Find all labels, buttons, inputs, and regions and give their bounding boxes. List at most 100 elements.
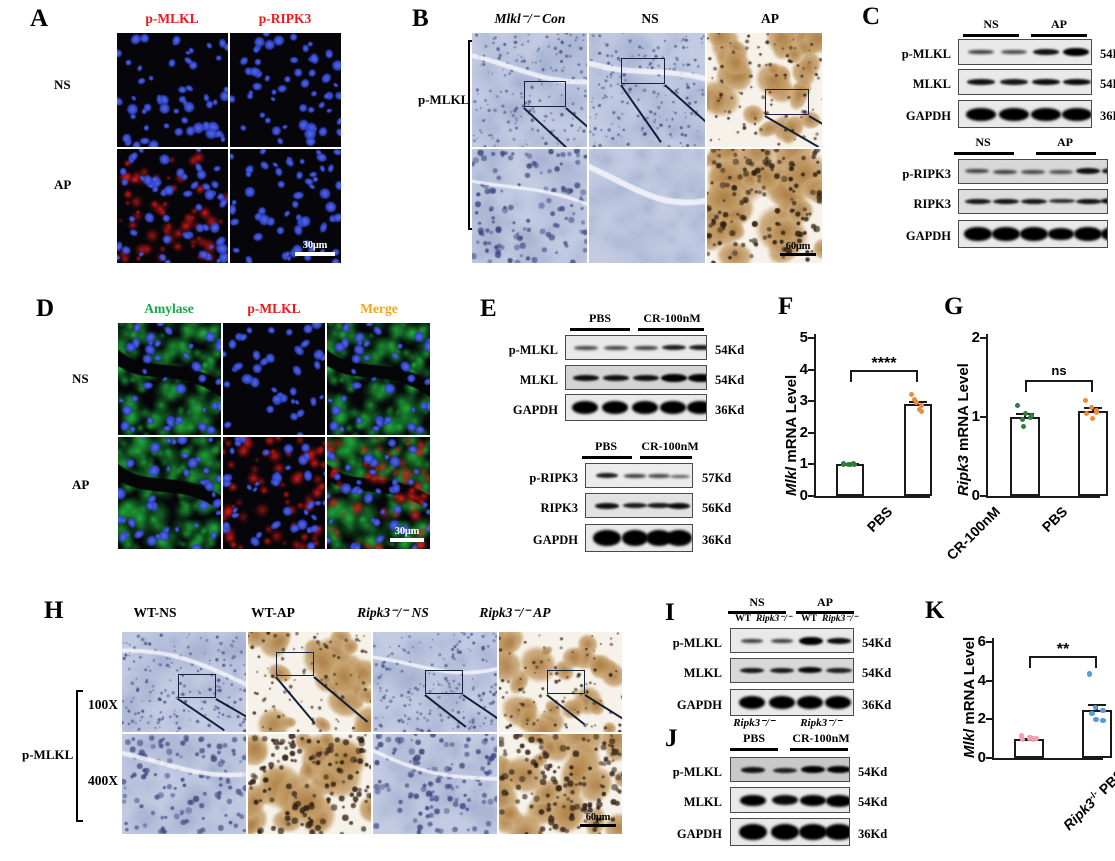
data-point bbox=[913, 400, 919, 406]
data-point bbox=[1100, 707, 1106, 714]
blot-header-pbs: PBS bbox=[594, 439, 617, 453]
blot-kd-gapdh: 36Kd bbox=[862, 698, 892, 712]
panel-h-image-grid: 60μm bbox=[122, 632, 622, 834]
panel-label-f: F bbox=[778, 293, 794, 320]
blot-kd-p-ripk3: 57Kd bbox=[702, 471, 732, 485]
y-axis-tick bbox=[986, 757, 992, 759]
blot-header-ripk3ko-1: Ripk3⁻/⁻ bbox=[733, 717, 775, 729]
panel-label-j: J bbox=[665, 725, 678, 752]
y-axis-tick-label: 2 bbox=[799, 423, 808, 441]
y-axis-label: Mlkl mRNA Level bbox=[961, 636, 978, 758]
micrograph-d-ap-pmlkl bbox=[222, 437, 326, 549]
blot-kd-p-mlkl: 54Kd bbox=[1100, 47, 1115, 61]
blot-row-label-gapdh: GAPDH bbox=[512, 403, 558, 417]
data-point bbox=[919, 403, 925, 409]
data-point bbox=[852, 461, 858, 467]
y-axis-tick bbox=[808, 337, 814, 339]
panel-d-column-merge: Merge bbox=[360, 301, 398, 316]
data-point bbox=[1100, 717, 1106, 724]
panel-b-column-mlkl-con: Mlkl⁻/⁻ Con bbox=[494, 11, 566, 26]
blot-row-label-mlkl: MLKL bbox=[683, 795, 722, 809]
blot-header-cr100: CR-100nM bbox=[643, 311, 701, 325]
micrograph-h-ripk3ko-ap-100x bbox=[498, 632, 622, 732]
blot-band-box-mlkl bbox=[958, 69, 1092, 95]
blot-band-box-gapdh bbox=[730, 818, 850, 846]
x-axis-tick-label-0: PBS bbox=[863, 503, 896, 535]
scalebar-panel-h: 60μm bbox=[580, 812, 616, 827]
y-axis-tick-label: 2 bbox=[977, 710, 986, 728]
blot-kd-mlkl: 54Kd bbox=[862, 666, 892, 680]
micrograph-d-ns-amylase bbox=[118, 323, 221, 435]
significance-bracket bbox=[850, 370, 918, 382]
data-point bbox=[1083, 411, 1089, 417]
data-point bbox=[840, 462, 846, 468]
x-axis-line bbox=[992, 758, 1103, 760]
blot-row-label-gapdh: GAPDH bbox=[676, 827, 722, 841]
panel-a-row-ap: AP bbox=[54, 177, 72, 192]
blot-row-label-p-ripk3: p-RIPK3 bbox=[529, 471, 578, 485]
blot-band-box-gapdh bbox=[565, 394, 707, 421]
data-point bbox=[846, 461, 852, 467]
y-axis-line bbox=[814, 334, 816, 496]
panel-h-side-label: p-MLKL bbox=[22, 747, 74, 762]
data-point bbox=[1019, 736, 1026, 743]
micrograph-d-ns-pmlkl bbox=[222, 323, 326, 435]
y-axis-tick bbox=[986, 641, 992, 643]
error-cap-1 bbox=[1088, 703, 1106, 706]
panel-a-column-p-mlkl: p-MLKL bbox=[145, 11, 199, 26]
panel-h-column-ripk3ko-ns: Ripk3⁻/⁻ NS bbox=[357, 605, 429, 620]
blot-row-label-p-mlkl: p-MLKL bbox=[508, 343, 558, 357]
blot-band-box-gapdh bbox=[585, 524, 693, 552]
blot-kd-ripk3: 56Kd bbox=[702, 501, 732, 515]
x-axis-line bbox=[986, 496, 1100, 498]
data-point bbox=[919, 408, 925, 414]
blot-sublane-wt-ap: WT bbox=[801, 614, 817, 624]
scalebar-panel-a: 30μm bbox=[295, 240, 335, 256]
blot-row-label-mlkl: MLKL bbox=[683, 666, 722, 680]
micrograph-b-ns-100x bbox=[589, 33, 705, 147]
micrograph-a-ns-pripk3 bbox=[230, 33, 341, 147]
zoom-box bbox=[764, 89, 809, 115]
blot-header-pbs: PBS bbox=[742, 731, 765, 745]
panel-h-column-wt-ns: WT-NS bbox=[133, 605, 177, 620]
y-axis-tick-label: 3 bbox=[799, 392, 808, 410]
micrograph-a-ap-pripk3: 30μm bbox=[230, 149, 341, 263]
blot-band-box-mlkl bbox=[730, 787, 850, 813]
panel-d-column-p-mlkl: p-MLKL bbox=[247, 301, 301, 316]
blot-header-ns: NS bbox=[983, 17, 999, 31]
x-axis-tick-label-0: PBS bbox=[1038, 503, 1071, 535]
data-point bbox=[1086, 671, 1093, 677]
micrograph-d-ap-merge: 30μm bbox=[327, 437, 430, 549]
micrograph-d-ap-amylase bbox=[118, 437, 221, 549]
blot-band-box-p-mlkl bbox=[730, 628, 854, 653]
blot-band-box-ripk3 bbox=[958, 189, 1108, 214]
bar-0 bbox=[1014, 738, 1044, 758]
data-point bbox=[1093, 716, 1099, 723]
bar-1 bbox=[904, 404, 932, 496]
micrograph-a-ns-pmlkl bbox=[117, 33, 228, 147]
micrograph-b-ns-400x bbox=[589, 149, 705, 263]
blot-band-box-p-mlkl bbox=[730, 757, 850, 782]
chart-panel-f: 0 1 2 3 4 5 Mlkl mRNA Level PBS CR-100nM **** bbox=[770, 320, 1003, 580]
blot-header-cr100: CR-100nM bbox=[792, 731, 850, 745]
micrograph-h-ripk3ko-ns-100x bbox=[373, 632, 497, 732]
data-point bbox=[1026, 735, 1033, 742]
zoom-box bbox=[178, 674, 216, 698]
scalebar-line bbox=[780, 253, 816, 256]
panel-h-column-wt-ap: WT-AP bbox=[251, 605, 295, 620]
x-axis-line bbox=[814, 496, 930, 498]
micrograph-h-wtap-100x bbox=[247, 632, 371, 732]
y-axis-label: Mlkl mRNA Level bbox=[783, 374, 800, 496]
bar-0 bbox=[836, 464, 864, 496]
panel-d-row-ns: NS bbox=[72, 371, 89, 386]
blot-band-box-p-ripk3 bbox=[958, 159, 1108, 184]
panel-b-column-ns: NS bbox=[641, 11, 659, 26]
micrograph-b-ap-100x bbox=[706, 33, 822, 147]
panel-label-i: I bbox=[665, 599, 675, 626]
y-axis-tick-label: 6 bbox=[977, 633, 986, 650]
blot-band-box-mlkl bbox=[565, 365, 707, 390]
blot-row-label-gapdh: GAPDH bbox=[532, 533, 578, 547]
y-axis-line bbox=[992, 638, 994, 758]
y-axis-tick-label: 0 bbox=[971, 487, 980, 504]
